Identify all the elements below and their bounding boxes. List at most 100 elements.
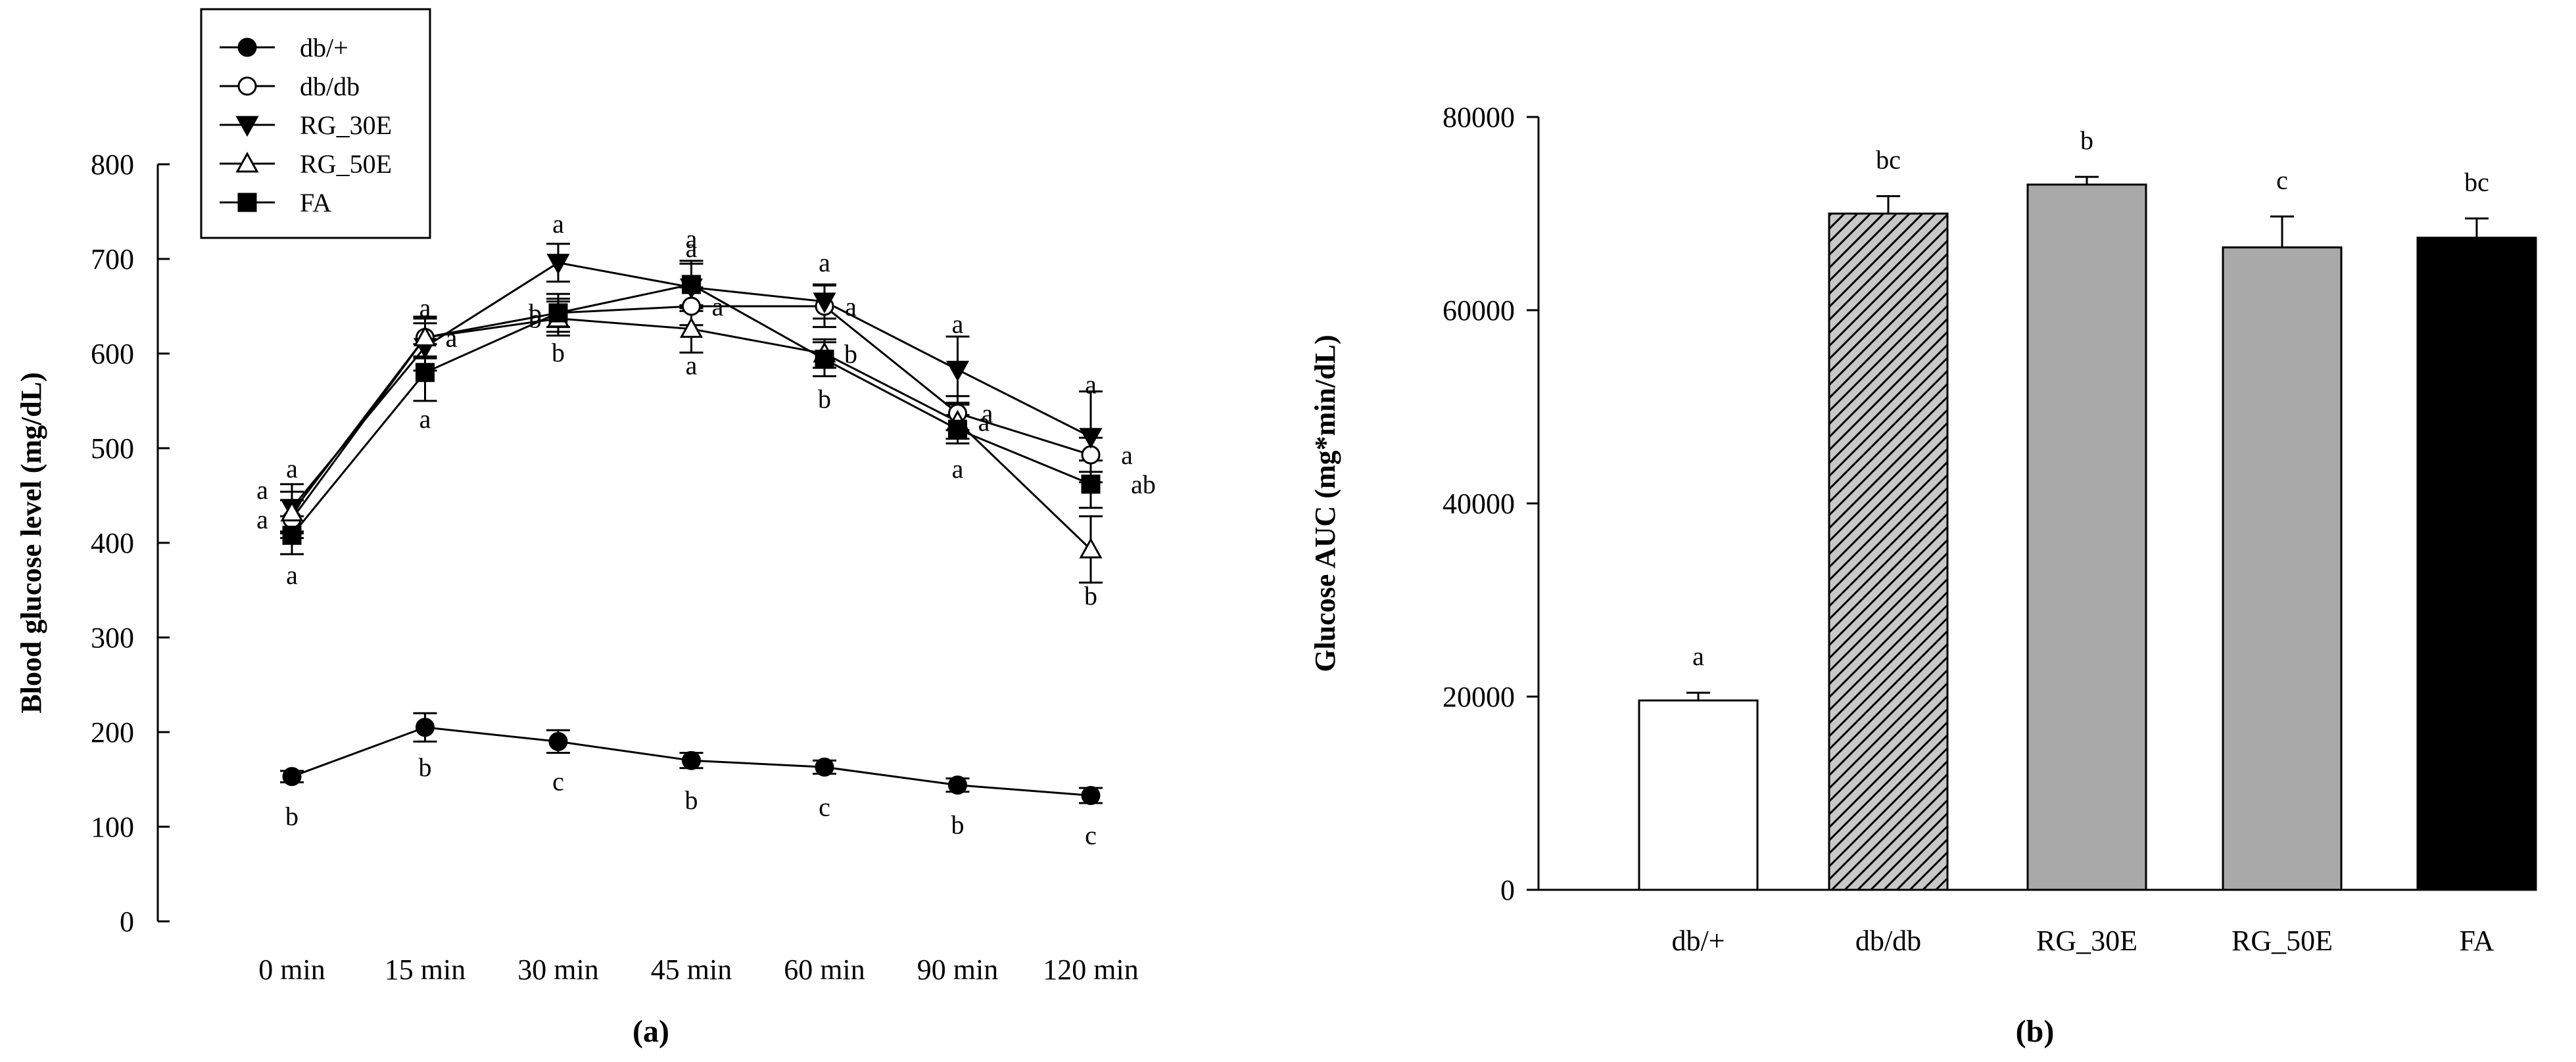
significance-letter: a: [256, 475, 268, 505]
data-point: [546, 254, 570, 275]
significance-letter: b: [419, 752, 432, 782]
chart-a-y-ticks: 0 100 200 300 400 500 600 700 800: [91, 149, 170, 938]
data-point: [815, 350, 834, 369]
significance-letter: ab: [1131, 470, 1156, 499]
y-tick-label: 200: [91, 716, 134, 749]
chart-b-bars: a db/+ bc db/db b RG_30E c RG_50E bc FA: [1638, 126, 2537, 957]
data-point: [1081, 474, 1101, 494]
significance-letter: a: [419, 293, 431, 323]
chart-b: 0 20000 40000 60000 80000 a db/+ bc db/db b RG_30…: [1309, 101, 2537, 1049]
x-tick-label: 90 min: [917, 954, 998, 986]
data-point: [813, 292, 836, 313]
data-point: [548, 731, 568, 751]
significance-letter: a: [286, 560, 298, 589]
y-tick-label: 60000: [1443, 294, 1515, 327]
data-point: [682, 296, 701, 316]
bar: [2026, 183, 2147, 891]
chart-b-y-ticks: 0 20000 40000 60000 80000: [1443, 101, 1538, 906]
x-tick-label: 0 min: [258, 954, 325, 986]
legend-marker: [237, 193, 257, 212]
data-point: [679, 317, 704, 338]
significance-letter: bc: [2464, 167, 2489, 196]
significance-letter: b: [552, 338, 565, 367]
x-tick-label: 60 min: [784, 954, 865, 986]
significance-letter: a: [1085, 370, 1097, 400]
significance-letter: a: [686, 233, 698, 263]
significance-letter: a: [686, 351, 698, 381]
bar: [2416, 237, 2537, 891]
significance-letter: b: [529, 298, 542, 328]
legend-label: db/db: [300, 72, 360, 101]
data-point: [682, 750, 701, 770]
legend-label: FA: [300, 188, 331, 218]
significance-letter: a: [712, 292, 724, 321]
data-point: [416, 718, 435, 737]
legend-marker: [235, 151, 259, 173]
significance-letter: b: [685, 785, 698, 815]
chart-a-series: [280, 242, 1103, 805]
significance-letter: b: [844, 339, 857, 369]
x-tick-label: 45 min: [651, 954, 732, 986]
significance-letter: a: [552, 209, 564, 239]
data-point: [948, 775, 967, 795]
data-point: [416, 363, 435, 382]
data-point: [682, 275, 701, 294]
significance-letter: a: [286, 454, 298, 484]
data-point: [948, 419, 967, 439]
x-tick-label: 30 min: [517, 954, 598, 986]
x-tick-label: RG_30E: [2036, 925, 2137, 957]
x-tick-label: FA: [2460, 925, 2494, 957]
x-tick-label: 15 min: [385, 954, 465, 986]
significance-letter: a: [419, 404, 431, 434]
chart-a-panel-label: (a): [632, 1014, 669, 1049]
data-point: [548, 303, 568, 323]
x-tick-label: db/+: [1671, 925, 1725, 957]
legend-marker: [235, 116, 259, 137]
significance-letter: a: [819, 248, 830, 277]
significance-letter: a: [982, 399, 993, 428]
y-tick-label: 300: [91, 622, 134, 654]
significance-letter: c: [2276, 165, 2288, 195]
data-point: [1079, 537, 1103, 559]
x-tick-label: 120 min: [1043, 954, 1138, 986]
significance-letter: c: [819, 792, 830, 821]
data-point: [815, 757, 834, 777]
significance-letter: b: [951, 810, 965, 840]
data-point: [413, 325, 437, 347]
significance-letter: b: [818, 384, 831, 414]
y-tick-label: 100: [91, 811, 134, 843]
data-point: [282, 525, 302, 545]
legend-label: db/+: [300, 33, 348, 62]
data-point: [282, 767, 302, 787]
data-point: [1081, 785, 1101, 805]
significance-letter: b: [1084, 581, 1097, 611]
chart-b-y-axis-label: Glucose AUC (mg*min/dL): [1309, 335, 1341, 672]
y-tick-label: 500: [91, 432, 134, 465]
chart-a-x-ticks: 0 min 15 min 30 min 45 min 60 min 90 min 120 m…: [258, 954, 1138, 986]
chart-b-panel-label: (b): [2016, 1014, 2055, 1049]
y-tick-label: 20000: [1443, 681, 1515, 713]
y-tick-label: 40000: [1443, 488, 1515, 520]
y-tick-label: 800: [91, 149, 134, 181]
bar: [2222, 246, 2343, 891]
y-tick-label: 600: [91, 338, 134, 370]
data-point: [1081, 445, 1101, 465]
y-tick-label: 0: [1500, 874, 1515, 906]
legend-marker: [237, 37, 257, 57]
y-tick-label: 0: [120, 906, 134, 938]
data-point: [280, 500, 304, 522]
chart-a-y-axis-label: Blood glucose level (mg/dL): [15, 372, 47, 713]
significance-letter: c: [1085, 820, 1097, 850]
bar: [1638, 699, 1759, 891]
data-point: [1079, 428, 1103, 449]
significance-letter: a: [1121, 440, 1133, 470]
significance-letter: b: [285, 802, 298, 831]
y-tick-label: 400: [91, 527, 134, 559]
significance-letter: b: [2080, 126, 2093, 155]
significance-letter: bc: [1876, 145, 1901, 175]
legend-marker: [237, 76, 257, 96]
significance-letter: a: [952, 309, 964, 338]
significance-letter: a: [978, 407, 990, 437]
